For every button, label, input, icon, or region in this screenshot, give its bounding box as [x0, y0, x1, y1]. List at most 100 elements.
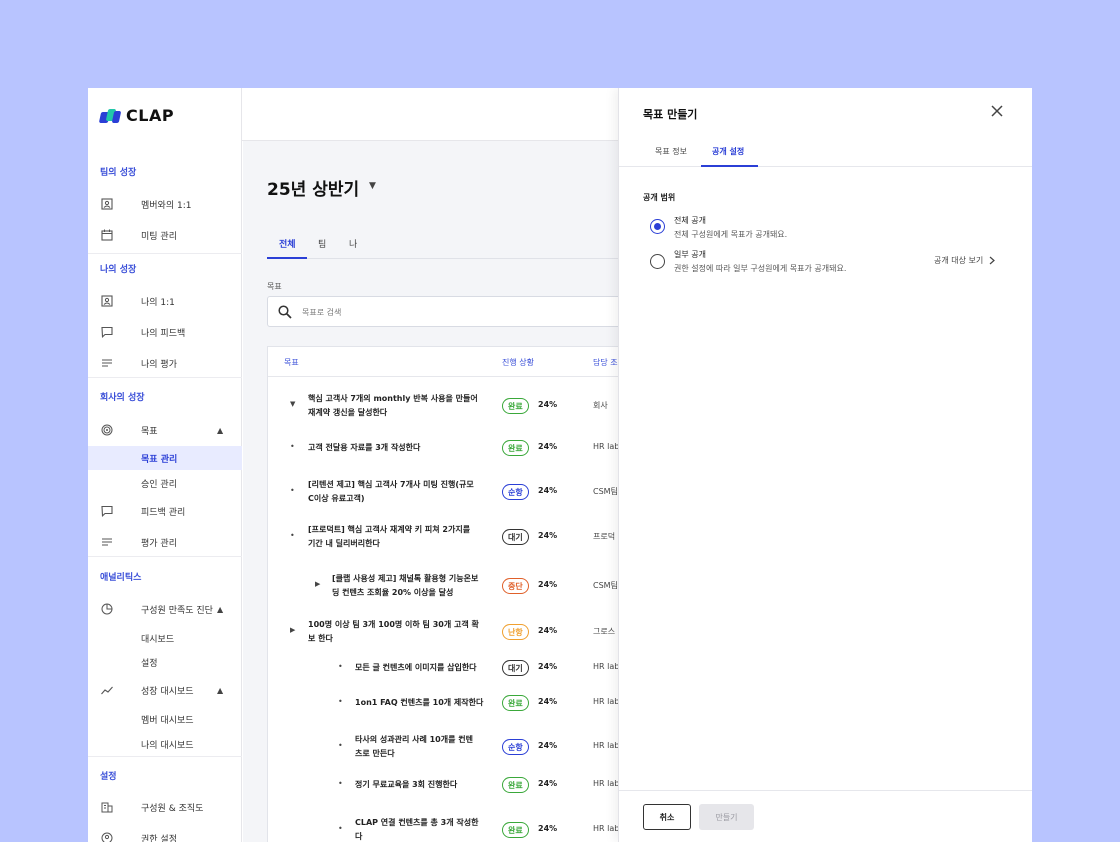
create-button[interactable]: 만들기	[699, 804, 754, 830]
table-row[interactable]: • 고객 전달용 자료를 3개 작성한다 완료 24% HR lab	[268, 433, 628, 463]
goal-title-line: CLAP 연결 컨텐츠를 총 3개 작성한	[355, 818, 479, 827]
goal-title-line: 1on1 FAQ 컨텐츠를 10개 제작한다	[355, 698, 484, 707]
radio-public-all[interactable]	[650, 219, 665, 234]
tab-goal-info[interactable]: 목표 정보	[655, 147, 687, 156]
goal-title[interactable]: [리텐션 제고] 핵심 고객사 7개사 미팅 진행(규모 C이상 유료고객)	[308, 478, 496, 506]
sidebar-item-my-1on1[interactable]: 나의 1:1	[88, 289, 242, 313]
logo[interactable]: CLAP	[98, 106, 175, 125]
sidebar-item-my-dashboard[interactable]: 나의 대시보드	[141, 740, 194, 751]
sidebar-item-feedback-management[interactable]: 피드백 관리	[88, 499, 242, 523]
tab-all[interactable]: 전체	[279, 240, 296, 250]
search-input[interactable]	[302, 303, 602, 321]
table-row[interactable]: • [리텐션 제고] 핵심 고객사 7개사 미팅 진행(규모 C이상 유료고객) 순항…	[268, 471, 628, 513]
bullet-icon: •	[338, 741, 343, 750]
list-lines-icon	[100, 535, 114, 549]
sidebar-item-permissions[interactable]: 권한 설정	[88, 826, 242, 842]
goal-title-line: 정기 무료교육을 3회 진행한다	[355, 780, 458, 789]
column-header-goal[interactable]: 목표	[284, 358, 299, 367]
option-title-public-all: 전체 공개	[674, 216, 706, 225]
caret-up-icon[interactable]: ▲	[217, 604, 224, 614]
table-row[interactable]: ▶ [클랩 사용성 제고] 채널톡 활용형 기능온보 딩 컨텐츠 조회율 20% 이…	[268, 565, 628, 607]
status-badge: 순항	[502, 739, 529, 755]
progress-value: 24%	[538, 741, 558, 750]
column-header-owner[interactable]: 담당 조	[593, 358, 618, 367]
table-row[interactable]: • CLAP 연결 컨텐츠를 총 3개 작성한 다 완료 24% HR lab	[268, 809, 628, 842]
goal-title[interactable]: [프로덕트] 핵심 고객사 재계약 키 피쳐 2가지를 기간 내 딜리버리한다	[308, 523, 496, 551]
bullet-icon: •	[290, 531, 295, 540]
goal-title[interactable]: 모든 글 컨텐츠에 이미지를 삽입한다	[355, 661, 496, 675]
column-header-progress[interactable]: 진행 상황	[502, 358, 534, 367]
search-box[interactable]	[267, 296, 627, 327]
sidebar-item-goals[interactable]: 목표 ▲	[88, 418, 242, 442]
table-row[interactable]: • 타사의 성과관리 사례 10개를 컨텐 츠로 만든다 순항 24% HR lab	[268, 726, 628, 768]
bullet-icon: •	[290, 486, 295, 495]
tab-me[interactable]: 나	[349, 240, 358, 250]
caret-up-icon[interactable]: ▲	[217, 685, 224, 695]
goal-title-line: 100명 이상 팀 3개 100명 이하 팀 30개 고객 확	[308, 620, 479, 629]
sidebar-item-goal-management[interactable]: 목표 관리	[88, 446, 242, 470]
goal-title[interactable]: 핵심 고객사 7개의 monthly 반복 사용을 만들어 재계약 갱신을 달성한…	[308, 392, 496, 420]
tab-underline	[267, 257, 307, 259]
sidebar-item-approval[interactable]: 승인 관리	[141, 479, 177, 490]
goal-table: 목표 진행 상황 담당 조 ▼ 핵심 고객사 7개의 monthly 반복 사용을…	[267, 346, 628, 842]
goal-title-line: 다	[355, 832, 363, 841]
table-row[interactable]: • 모든 글 컨텐츠에 이미지를 삽입한다 대기 24% HR lab	[268, 653, 628, 683]
sidebar-item-survey-settings[interactable]: 설정	[141, 658, 158, 669]
goal-title[interactable]: 고객 전달용 자료를 3개 작성한다	[308, 441, 496, 455]
status-badge: 완료	[502, 777, 529, 793]
search-icon	[278, 304, 292, 323]
header-divider	[242, 140, 618, 141]
shield-icon	[100, 831, 114, 842]
sidebar-item-my-evaluation[interactable]: 나의 평가	[88, 351, 242, 375]
view-target-link[interactable]: 공개 대상 보기	[934, 255, 996, 266]
caret-up-icon[interactable]: ▲	[217, 425, 224, 435]
table-row[interactable]: • 1on1 FAQ 컨텐츠를 10개 제작한다 완료 24% HR lab	[268, 688, 628, 718]
sidebar-item-evaluation-management[interactable]: 평가 관리	[88, 530, 242, 554]
sidebar-item-members-org[interactable]: 구성원 & 조직도	[88, 795, 242, 819]
sidebar-item-member-1on1[interactable]: 멤버와의 1:1	[88, 192, 242, 216]
sidebar-item-my-feedback[interactable]: 나의 피드백	[88, 320, 242, 344]
pie-chart-icon	[100, 602, 114, 616]
table-row[interactable]: ▼ 핵심 고객사 7개의 monthly 반복 사용을 만들어 재계약 갱신을 달성…	[268, 383, 628, 429]
owner-cell: HR lab	[593, 779, 620, 788]
goal-title[interactable]: 1on1 FAQ 컨텐츠를 10개 제작한다	[355, 696, 496, 710]
tab-team[interactable]: 팀	[318, 240, 327, 250]
goal-tabs: 전체 팀 나	[267, 229, 619, 259]
sidebar-item-satisfaction-survey[interactable]: 구성원 만족도 진단 ▲	[88, 597, 242, 621]
goal-title-line: 보 한다	[308, 634, 333, 643]
section-title-analytics: 애널리틱스	[100, 573, 142, 583]
period-title[interactable]: 25년 상반기	[267, 180, 360, 200]
chat-bubble-icon	[100, 504, 114, 518]
status-badge: 완료	[502, 822, 529, 838]
list-lines-icon	[100, 356, 114, 370]
sidebar-item-member-dashboard[interactable]: 멤버 대시보드	[141, 715, 194, 726]
owner-cell: CSM팀	[593, 487, 618, 496]
goal-title-line: [프로덕트] 핵심 고객사 재계약 키 피쳐 2가지를	[308, 525, 471, 534]
sidebar-item-meeting[interactable]: 미팅 관리	[88, 223, 242, 247]
radio-public-partial[interactable]	[650, 254, 665, 269]
goal-title[interactable]: [클랩 사용성 제고] 채널톡 활용형 기능온보 딩 컨텐츠 조회율 20% 이상…	[332, 572, 496, 600]
close-button[interactable]	[989, 103, 1005, 119]
sidebar-item-dashboard[interactable]: 대시보드	[141, 634, 175, 645]
goal-title-line: 츠로 만든다	[355, 749, 395, 758]
status-badge: 순항	[502, 484, 529, 500]
goal-title[interactable]: 타사의 성과관리 사례 10개를 컨텐 츠로 만든다	[355, 733, 496, 761]
sidebar-item-growth-dashboard[interactable]: 성장 대시보드 ▲	[88, 678, 242, 702]
cancel-button[interactable]: 취소	[643, 804, 691, 830]
progress-value: 24%	[538, 824, 558, 833]
caret-right-icon[interactable]: ▶	[315, 580, 321, 588]
create-goal-panel: 목표 만들기 목표 정보 공개 설정 공개 범위 전체 공개 전체 구성원에게 …	[618, 88, 1032, 842]
table-row[interactable]: • 정기 무료교육을 3회 진행한다 완료 24% HR lab	[268, 770, 628, 800]
section-title-company-growth: 회사의 성장	[100, 393, 145, 403]
chevron-down-icon[interactable]: ▼	[369, 181, 376, 191]
logo-text: CLAP	[126, 106, 175, 125]
table-row[interactable]: • [프로덕트] 핵심 고객사 재계약 키 피쳐 2가지를 기간 내 딜리버리한다 대…	[268, 516, 628, 558]
chevron-right-icon	[989, 256, 996, 265]
caret-right-icon[interactable]: ▶	[290, 626, 296, 634]
caret-down-icon[interactable]: ▼	[290, 400, 296, 408]
goal-title[interactable]: 정기 무료교육을 3회 진행한다	[355, 778, 496, 792]
tab-visibility-settings[interactable]: 공개 설정	[712, 147, 745, 156]
